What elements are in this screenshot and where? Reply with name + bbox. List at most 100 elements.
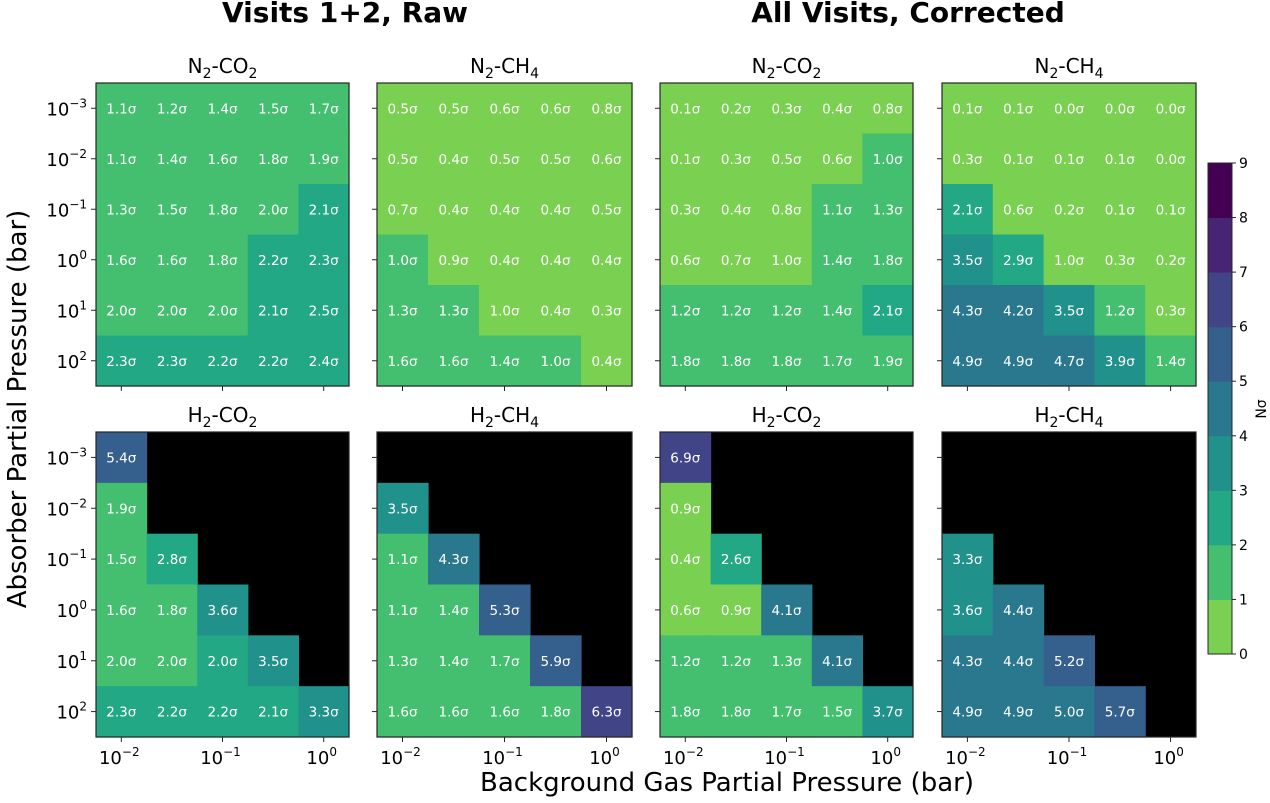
heatmap-cell: [530, 635, 582, 687]
cell-label: 1.4σ: [822, 303, 852, 319]
cell-label: 3.5σ: [1054, 303, 1084, 319]
heatmap-cell: [660, 184, 712, 236]
cell-label: 1.6σ: [438, 354, 468, 370]
colorbar-tick-label: 7: [1239, 265, 1248, 281]
heatmap-cell: [96, 285, 148, 337]
heatmap-cell: [197, 635, 249, 687]
cell-label: 2.5σ: [309, 303, 339, 319]
heatmap-cell: [710, 184, 762, 236]
heatmap-cell: [1094, 83, 1146, 135]
cell-label: 1.8σ: [207, 253, 237, 269]
cell-label: 2.2σ: [258, 253, 288, 269]
heatmap-cell: [942, 285, 994, 337]
heatmap-cell: [942, 83, 994, 135]
heatmap-cell: [660, 335, 712, 387]
cell-label: 0.9σ: [670, 501, 700, 517]
cell-label: 1.4σ: [438, 603, 468, 619]
heatmap-cell: [530, 184, 582, 236]
panel-0: N2-CO2 1.1σ 1.2σ 1.4σ 1.5σ 1.7σ 1.1σ 1.4σ 1.6σ 1.…: [46, 54, 350, 391]
cell-label: 2.1σ: [873, 303, 903, 319]
cell-label: 0.4σ: [540, 253, 570, 269]
heatmap-cell: [1043, 133, 1095, 185]
panel-6: H2-CO2 6.9σ 0.9σ 0.4σ 2.6σ 0.6σ 0.9σ 4.1σ 1.2σ 1.…: [655, 403, 914, 769]
cell-label: 0.4σ: [540, 202, 570, 218]
heatmap-cell: [761, 686, 813, 738]
heatmap-cell: [710, 533, 762, 586]
heatmap-cell: [96, 83, 148, 135]
cell-label: 0.8σ: [771, 202, 801, 218]
cell-label: 1.6σ: [157, 253, 187, 269]
cell-label: 0.5σ: [591, 202, 621, 218]
colorbar-tick-label: 4: [1239, 429, 1248, 445]
heatmap-cell: [761, 184, 813, 236]
x-axis-label: Background Gas Partial Pressure (bar): [480, 768, 974, 798]
heatmap-cell: [761, 133, 813, 185]
cell-label: 0.7σ: [387, 202, 417, 218]
heatmap-cell: [247, 335, 299, 387]
cell-label: 1.5σ: [157, 202, 187, 218]
heatmap-cell: [942, 133, 994, 185]
colorbar-tick-label: 9: [1239, 156, 1248, 172]
cell-label: 1.6σ: [489, 705, 519, 721]
heatmap-cell: [992, 686, 1045, 738]
cell-label: 2.2σ: [157, 705, 187, 721]
cell-label: 1.2σ: [670, 303, 700, 319]
cell-label: 1.5σ: [258, 101, 288, 117]
heatmap-cell: [428, 83, 480, 135]
colorbar-segment: [1208, 163, 1232, 219]
cell-label: 2.8σ: [157, 552, 187, 568]
cell-label: 5.0σ: [1054, 705, 1084, 721]
heatmap-cell: [479, 584, 531, 636]
heatmap-cell: [146, 584, 198, 636]
colorbar: 0 1 2 3 4 5 6 7 8 9: [1207, 156, 1248, 663]
heatmap-cell: [96, 335, 148, 387]
cell-label: 5.9σ: [540, 654, 570, 670]
heatmap-cell: [862, 686, 914, 738]
heatmap-cell: [581, 83, 633, 135]
cell-label: 1.3σ: [387, 303, 417, 319]
colorbar-segment: [1208, 544, 1232, 600]
heatmap-cell: [146, 234, 198, 286]
cell-label: 1.1σ: [106, 101, 136, 117]
heatmap-cell: [530, 133, 582, 185]
heatmap-cell: [146, 686, 198, 738]
heatmap-cell: [377, 83, 429, 135]
cell-label: 1.8σ: [540, 705, 570, 721]
cell-label: 0.4σ: [540, 303, 570, 319]
heatmap-cell: [992, 234, 1045, 286]
heatmap-cell: [992, 133, 1045, 185]
cell-label: 0.1σ: [952, 101, 982, 117]
cell-label: 1.8σ: [721, 705, 751, 721]
heatmap-cell: [710, 133, 762, 185]
x-tick-label: 10−1: [482, 745, 523, 769]
cell-label: 0.1σ: [670, 101, 700, 117]
colorbar-tick-label: 8: [1239, 211, 1248, 227]
cell-label: 0.9σ: [721, 603, 751, 619]
heatmap-cell: [660, 83, 712, 135]
heatmap-cell: [992, 83, 1045, 135]
cell-label: 4.3σ: [438, 552, 468, 568]
heatmap-cell: [197, 133, 249, 185]
heatmap-cell: [710, 335, 762, 387]
heatmap-cell: [247, 234, 299, 286]
cell-label: 4.3σ: [952, 303, 982, 319]
cell-label: 0.3σ: [591, 303, 621, 319]
cell-label: 4.9σ: [1003, 705, 1033, 721]
cell-label: 0.1σ: [1105, 202, 1135, 218]
heatmap-cell: [581, 133, 633, 185]
cell-label: 0.5σ: [771, 152, 801, 168]
heatmap-cell: [761, 234, 813, 286]
heatmap-cell: [862, 335, 914, 387]
cell-label: 0.2σ: [1156, 253, 1186, 269]
cell-label: 1.1σ: [106, 152, 136, 168]
cell-label: 2.3σ: [157, 354, 187, 370]
heatmap-cell: [377, 133, 429, 185]
heatmap-cell: [377, 686, 429, 738]
cell-label: 0.3σ: [1105, 253, 1135, 269]
cell-label: 1.0σ: [1054, 253, 1084, 269]
cell-label: 0.5σ: [387, 152, 417, 168]
heatmap-cell: [992, 584, 1045, 636]
cell-label: 0.6σ: [1003, 202, 1033, 218]
heatmap-cell: [1145, 285, 1197, 337]
heatmap-cell: [197, 335, 249, 387]
